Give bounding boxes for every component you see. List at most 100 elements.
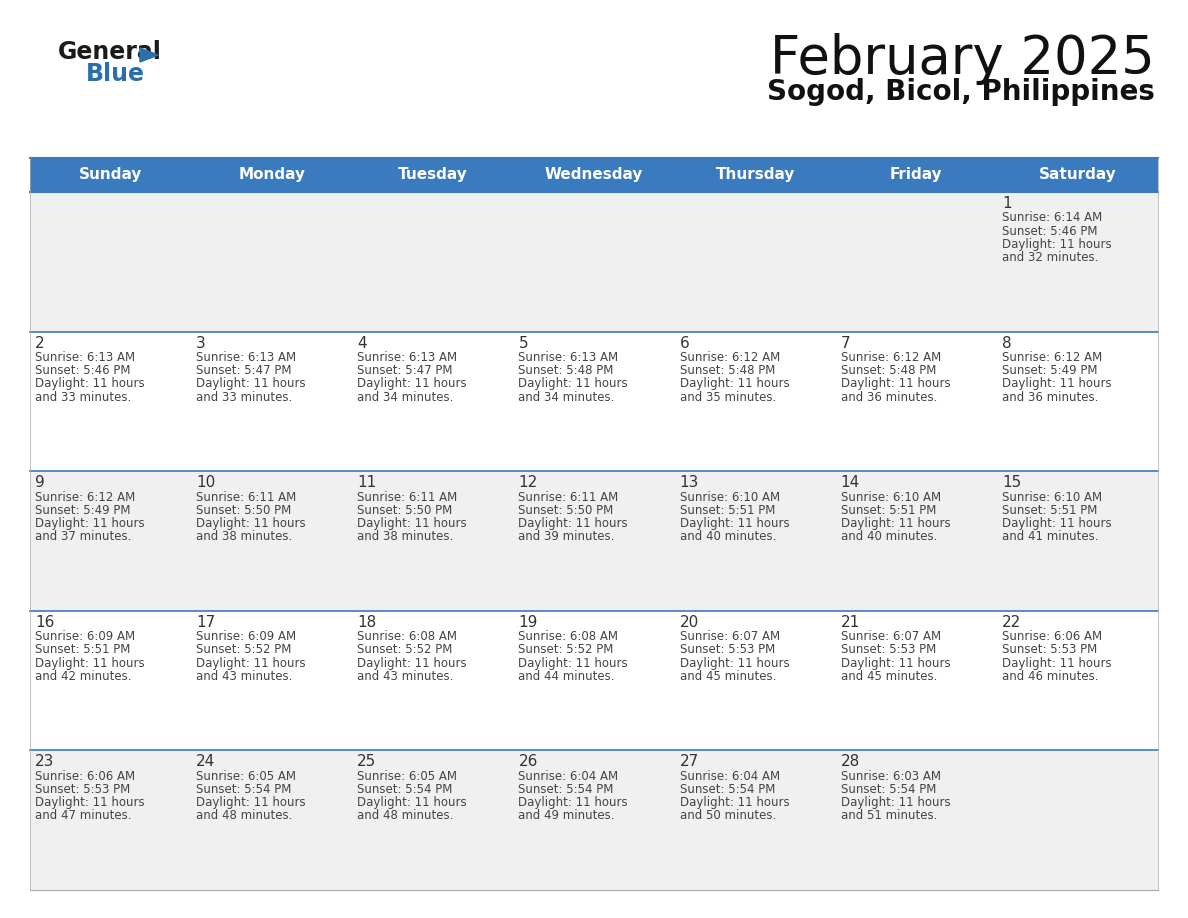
Text: Daylight: 11 hours: Daylight: 11 hours	[841, 377, 950, 390]
Text: Sunset: 5:52 PM: Sunset: 5:52 PM	[196, 644, 291, 656]
Text: 6: 6	[680, 336, 689, 351]
Text: Daylight: 11 hours: Daylight: 11 hours	[34, 796, 145, 809]
Text: Sunrise: 6:08 AM: Sunrise: 6:08 AM	[358, 630, 457, 644]
Bar	[30, 610, 1158, 750]
Text: and 34 minutes.: and 34 minutes.	[358, 390, 454, 404]
Text: Daylight: 11 hours: Daylight: 11 hours	[841, 656, 950, 669]
Text: and 49 minutes.: and 49 minutes.	[518, 810, 615, 823]
Text: Daylight: 11 hours: Daylight: 11 hours	[680, 377, 789, 390]
Text: Daylight: 11 hours: Daylight: 11 hours	[680, 517, 789, 530]
Text: Sunrise: 6:07 AM: Sunrise: 6:07 AM	[680, 630, 779, 644]
Text: Sunrise: 6:05 AM: Sunrise: 6:05 AM	[196, 770, 296, 783]
Text: Daylight: 11 hours: Daylight: 11 hours	[841, 796, 950, 809]
Text: 10: 10	[196, 476, 215, 490]
Text: 26: 26	[518, 755, 538, 769]
Text: and 41 minutes.: and 41 minutes.	[1001, 530, 1099, 543]
Text: Sunset: 5:54 PM: Sunset: 5:54 PM	[680, 783, 775, 796]
Text: 1: 1	[1001, 196, 1011, 211]
Text: Sunday: Sunday	[78, 167, 143, 183]
Text: Daylight: 11 hours: Daylight: 11 hours	[1001, 377, 1112, 390]
Text: Sogod, Bicol, Philippines: Sogod, Bicol, Philippines	[767, 78, 1155, 106]
Text: Saturday: Saturday	[1038, 167, 1117, 183]
Text: Sunset: 5:51 PM: Sunset: 5:51 PM	[1001, 504, 1098, 517]
Text: Daylight: 11 hours: Daylight: 11 hours	[358, 796, 467, 809]
Text: 3: 3	[196, 336, 206, 351]
Text: Daylight: 11 hours: Daylight: 11 hours	[518, 796, 628, 809]
Text: and 38 minutes.: and 38 minutes.	[196, 530, 292, 543]
Text: Daylight: 11 hours: Daylight: 11 hours	[358, 517, 467, 530]
Text: Sunrise: 6:06 AM: Sunrise: 6:06 AM	[1001, 630, 1102, 644]
Text: 20: 20	[680, 615, 699, 630]
Text: 16: 16	[34, 615, 55, 630]
Text: Daylight: 11 hours: Daylight: 11 hours	[518, 517, 628, 530]
Text: and 39 minutes.: and 39 minutes.	[518, 530, 615, 543]
Text: Sunrise: 6:04 AM: Sunrise: 6:04 AM	[680, 770, 779, 783]
Text: Daylight: 11 hours: Daylight: 11 hours	[34, 377, 145, 390]
Text: Sunrise: 6:05 AM: Sunrise: 6:05 AM	[358, 770, 457, 783]
Text: 4: 4	[358, 336, 367, 351]
Text: and 33 minutes.: and 33 minutes.	[34, 390, 131, 404]
Text: Sunset: 5:53 PM: Sunset: 5:53 PM	[841, 644, 936, 656]
Text: 11: 11	[358, 476, 377, 490]
Text: Sunrise: 6:13 AM: Sunrise: 6:13 AM	[34, 351, 135, 364]
Text: Daylight: 11 hours: Daylight: 11 hours	[196, 517, 305, 530]
Text: Daylight: 11 hours: Daylight: 11 hours	[841, 517, 950, 530]
Text: and 35 minutes.: and 35 minutes.	[680, 390, 776, 404]
Text: Daylight: 11 hours: Daylight: 11 hours	[680, 656, 789, 669]
Text: 15: 15	[1001, 476, 1022, 490]
Bar	[30, 158, 1158, 192]
Text: Daylight: 11 hours: Daylight: 11 hours	[358, 656, 467, 669]
Text: Sunset: 5:46 PM: Sunset: 5:46 PM	[34, 364, 131, 377]
Text: Sunrise: 6:11 AM: Sunrise: 6:11 AM	[196, 490, 296, 504]
Text: Daylight: 11 hours: Daylight: 11 hours	[518, 377, 628, 390]
Text: Sunrise: 6:12 AM: Sunrise: 6:12 AM	[680, 351, 779, 364]
Text: Blue: Blue	[86, 62, 145, 86]
Text: 28: 28	[841, 755, 860, 769]
Text: Daylight: 11 hours: Daylight: 11 hours	[196, 796, 305, 809]
Text: 7: 7	[841, 336, 851, 351]
Text: Daylight: 11 hours: Daylight: 11 hours	[34, 656, 145, 669]
Text: General: General	[58, 40, 162, 64]
Text: 23: 23	[34, 755, 55, 769]
Text: and 43 minutes.: and 43 minutes.	[358, 670, 454, 683]
Text: Daylight: 11 hours: Daylight: 11 hours	[1001, 656, 1112, 669]
Text: Sunset: 5:51 PM: Sunset: 5:51 PM	[680, 504, 775, 517]
Text: Sunrise: 6:06 AM: Sunrise: 6:06 AM	[34, 770, 135, 783]
Text: 18: 18	[358, 615, 377, 630]
Text: and 48 minutes.: and 48 minutes.	[358, 810, 454, 823]
Text: Sunset: 5:54 PM: Sunset: 5:54 PM	[841, 783, 936, 796]
Text: and 38 minutes.: and 38 minutes.	[358, 530, 454, 543]
Text: 14: 14	[841, 476, 860, 490]
Text: Sunset: 5:53 PM: Sunset: 5:53 PM	[34, 783, 131, 796]
Text: Thursday: Thursday	[715, 167, 795, 183]
Text: and 44 minutes.: and 44 minutes.	[518, 670, 615, 683]
Text: Sunset: 5:50 PM: Sunset: 5:50 PM	[196, 504, 291, 517]
Text: Sunset: 5:50 PM: Sunset: 5:50 PM	[358, 504, 453, 517]
Text: Daylight: 11 hours: Daylight: 11 hours	[358, 377, 467, 390]
Text: Sunrise: 6:11 AM: Sunrise: 6:11 AM	[358, 490, 457, 504]
Text: and 32 minutes.: and 32 minutes.	[1001, 251, 1098, 263]
Text: Sunset: 5:51 PM: Sunset: 5:51 PM	[841, 504, 936, 517]
Text: Sunrise: 6:09 AM: Sunrise: 6:09 AM	[196, 630, 296, 644]
Text: and 43 minutes.: and 43 minutes.	[196, 670, 292, 683]
Text: Sunset: 5:48 PM: Sunset: 5:48 PM	[518, 364, 614, 377]
Text: Tuesday: Tuesday	[398, 167, 468, 183]
Text: Sunset: 5:54 PM: Sunset: 5:54 PM	[196, 783, 291, 796]
Text: Sunrise: 6:13 AM: Sunrise: 6:13 AM	[518, 351, 619, 364]
Text: Sunrise: 6:08 AM: Sunrise: 6:08 AM	[518, 630, 619, 644]
Text: and 45 minutes.: and 45 minutes.	[841, 670, 937, 683]
Text: 27: 27	[680, 755, 699, 769]
Text: 13: 13	[680, 476, 699, 490]
Text: Sunrise: 6:10 AM: Sunrise: 6:10 AM	[841, 490, 941, 504]
Text: 12: 12	[518, 476, 538, 490]
Text: Sunset: 5:54 PM: Sunset: 5:54 PM	[518, 783, 614, 796]
Bar	[30, 331, 1158, 471]
Text: Daylight: 11 hours: Daylight: 11 hours	[196, 377, 305, 390]
Text: Daylight: 11 hours: Daylight: 11 hours	[518, 656, 628, 669]
Polygon shape	[140, 48, 158, 62]
Text: and 33 minutes.: and 33 minutes.	[196, 390, 292, 404]
Text: Sunset: 5:53 PM: Sunset: 5:53 PM	[1001, 644, 1097, 656]
Text: 5: 5	[518, 336, 527, 351]
Text: and 36 minutes.: and 36 minutes.	[841, 390, 937, 404]
Text: and 42 minutes.: and 42 minutes.	[34, 670, 132, 683]
